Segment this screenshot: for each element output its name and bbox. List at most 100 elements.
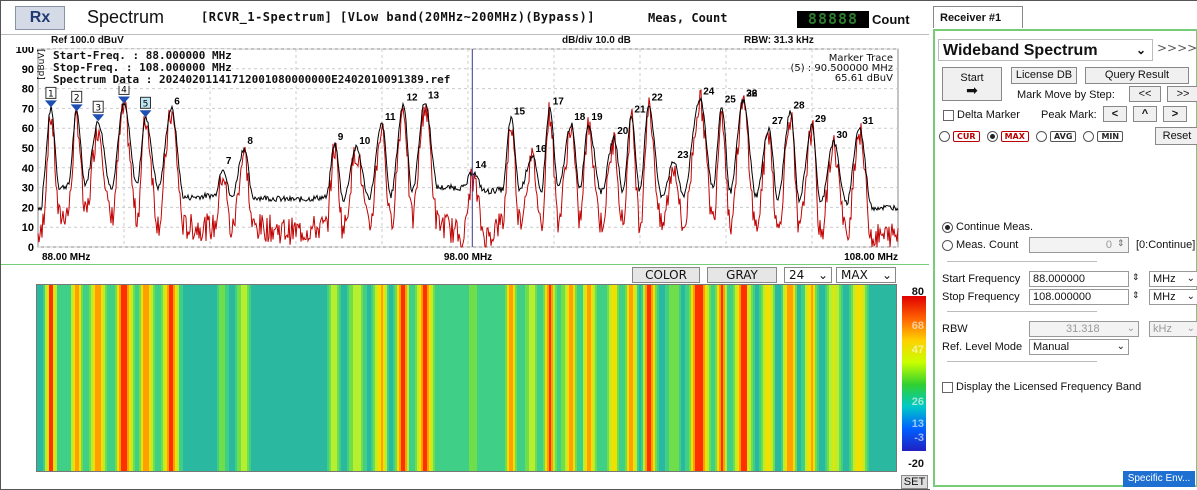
waterfall-column <box>839 285 841 471</box>
meas-count-radio[interactable]: Meas. Count <box>942 239 1018 251</box>
avg-radio[interactable] <box>1035 130 1047 142</box>
marker-label: 3 <box>95 103 101 113</box>
waterfall-column <box>797 285 799 471</box>
waterfall-column <box>829 285 831 471</box>
peak-label: 32 <box>746 88 758 99</box>
rbw-select[interactable]: 31.318 ⌄ <box>1029 321 1139 337</box>
marker-triangle[interactable] <box>139 110 152 118</box>
start-frequency-input[interactable]: 88.000000 <box>1029 271 1129 287</box>
delta-marker-checkbox[interactable]: Delta Marker <box>943 109 1020 121</box>
radio-off[interactable] <box>942 239 953 251</box>
waterfall-column <box>169 285 171 471</box>
waterfall-column <box>799 285 801 471</box>
marker-box[interactable] <box>92 100 104 113</box>
checkbox-box[interactable] <box>943 109 954 121</box>
waterfall-column <box>861 285 863 471</box>
marker-triangle[interactable] <box>92 114 105 122</box>
waterfall-column <box>141 285 143 471</box>
ref-level-mode-select[interactable]: Manual ⌄ <box>1029 339 1129 355</box>
waterfall-column <box>559 285 561 471</box>
peak-up-button[interactable]: ^ <box>1133 106 1157 122</box>
rx-badge[interactable]: Rx <box>15 6 65 30</box>
marker-box[interactable] <box>140 96 151 109</box>
waterfall-column <box>151 285 153 471</box>
waterfall-column <box>189 285 191 471</box>
waterfall-column <box>311 285 313 471</box>
spectrum-plot[interactable]: 0 10 20 30 40 50 60 70 80 90 100 88.00 MHz 98.00 MHz… <box>1 47 929 265</box>
marker-triangle[interactable] <box>70 104 83 112</box>
min-radio[interactable] <box>1083 130 1095 142</box>
max-radio[interactable] <box>986 130 998 142</box>
marker-box[interactable] <box>45 86 57 99</box>
waterfall-column <box>475 285 477 471</box>
waterfall-column <box>99 285 101 471</box>
marker-triangle[interactable] <box>118 96 130 104</box>
spinner-icon[interactable]: ⇕ <box>1132 272 1140 282</box>
rbw-unit-select[interactable]: kHz ⌄ <box>1149 321 1197 337</box>
scroll-arrows[interactable]: >>>>>>>> <box>1157 41 1197 55</box>
waterfall-column <box>391 285 393 471</box>
waterfall-column <box>523 285 525 471</box>
waterfall-display[interactable] <box>36 284 897 472</box>
marker-box[interactable] <box>71 90 83 103</box>
waterfall-column <box>349 285 351 471</box>
start-freq-info: Start-Freq. : 88.000000 MHz <box>53 49 232 62</box>
waterfall-column <box>375 285 377 471</box>
radio-on[interactable] <box>942 221 953 233</box>
waterfall-column <box>511 285 513 471</box>
spinner-icon[interactable]: ⇕ <box>1132 290 1140 300</box>
waterfall-column <box>551 285 553 471</box>
marker-label: 2 <box>74 93 80 103</box>
marker-triangle[interactable] <box>44 100 57 108</box>
frame-count-select[interactable]: 24 ⌄ <box>784 267 832 283</box>
stop-frequency-input[interactable]: 108.000000 <box>1029 289 1129 305</box>
set-button[interactable]: SET <box>901 475 928 489</box>
waterfall-column <box>109 285 111 471</box>
waterfall-column <box>647 285 649 471</box>
peak-left-button[interactable]: < <box>1103 106 1127 122</box>
specific-env-button[interactable]: Specific Env... <box>1123 471 1195 487</box>
waterfall-column <box>267 285 269 471</box>
chevron-down-icon: ⌄ <box>1126 323 1135 334</box>
start-button[interactable]: Start ➡ <box>942 67 1002 101</box>
licensed-band-label: Display the Licensed Frequency Band <box>956 381 1142 393</box>
gray-button[interactable]: GRAY <box>707 267 777 283</box>
waterfall-column <box>301 285 303 471</box>
waterfall-column <box>413 285 415 471</box>
waterfall-column <box>465 285 467 471</box>
waterfall-column <box>87 285 89 471</box>
continue-meas-radio[interactable]: Continue Meas. <box>942 221 1033 233</box>
cur-radio[interactable] <box>939 130 950 142</box>
scale-label: 13 <box>911 418 924 430</box>
hold-mode-select[interactable]: MAX ⌄ <box>836 267 896 283</box>
waterfall-column <box>725 285 727 471</box>
start-unit-select[interactable]: MHz ⌄ <box>1149 271 1197 287</box>
waterfall-column <box>361 285 363 471</box>
waterfall-column <box>147 285 149 471</box>
stop-unit-select[interactable]: MHz ⌄ <box>1149 289 1197 305</box>
waterfall-column <box>317 285 319 471</box>
waterfall-column <box>165 285 167 471</box>
mode-select[interactable]: Wideband Spectrum ⌄ <box>938 39 1153 61</box>
query-result-button[interactable]: Query Result <box>1085 67 1189 84</box>
license-db-button[interactable]: License DB <box>1011 67 1077 84</box>
meas-count-input[interactable]: 0 <box>1029 237 1129 253</box>
waterfall-column <box>673 285 675 471</box>
peak-label: 28 <box>794 100 806 111</box>
waterfall-column <box>325 285 327 471</box>
waterfall-column <box>299 285 301 471</box>
waterfall-column <box>339 285 341 471</box>
next-step-button[interactable]: >> <box>1167 86 1197 102</box>
waterfall-column <box>205 285 207 471</box>
peak-right-button[interactable]: > <box>1163 106 1187 122</box>
spinner-icon[interactable]: ⇕ <box>1117 238 1125 248</box>
waterfall-column <box>399 285 401 471</box>
color-button[interactable]: COLOR <box>632 267 700 283</box>
reset-button[interactable]: Reset <box>1155 127 1197 145</box>
tab-receiver-1[interactable]: Receiver #1 <box>933 6 1023 28</box>
licensed-band-checkbox[interactable]: Display the Licensed Frequency Band <box>942 381 1141 393</box>
checkbox-box[interactable] <box>942 381 953 393</box>
waterfall-column <box>191 285 193 471</box>
prev-step-button[interactable]: << <box>1129 86 1161 102</box>
waterfall-column <box>455 285 457 471</box>
